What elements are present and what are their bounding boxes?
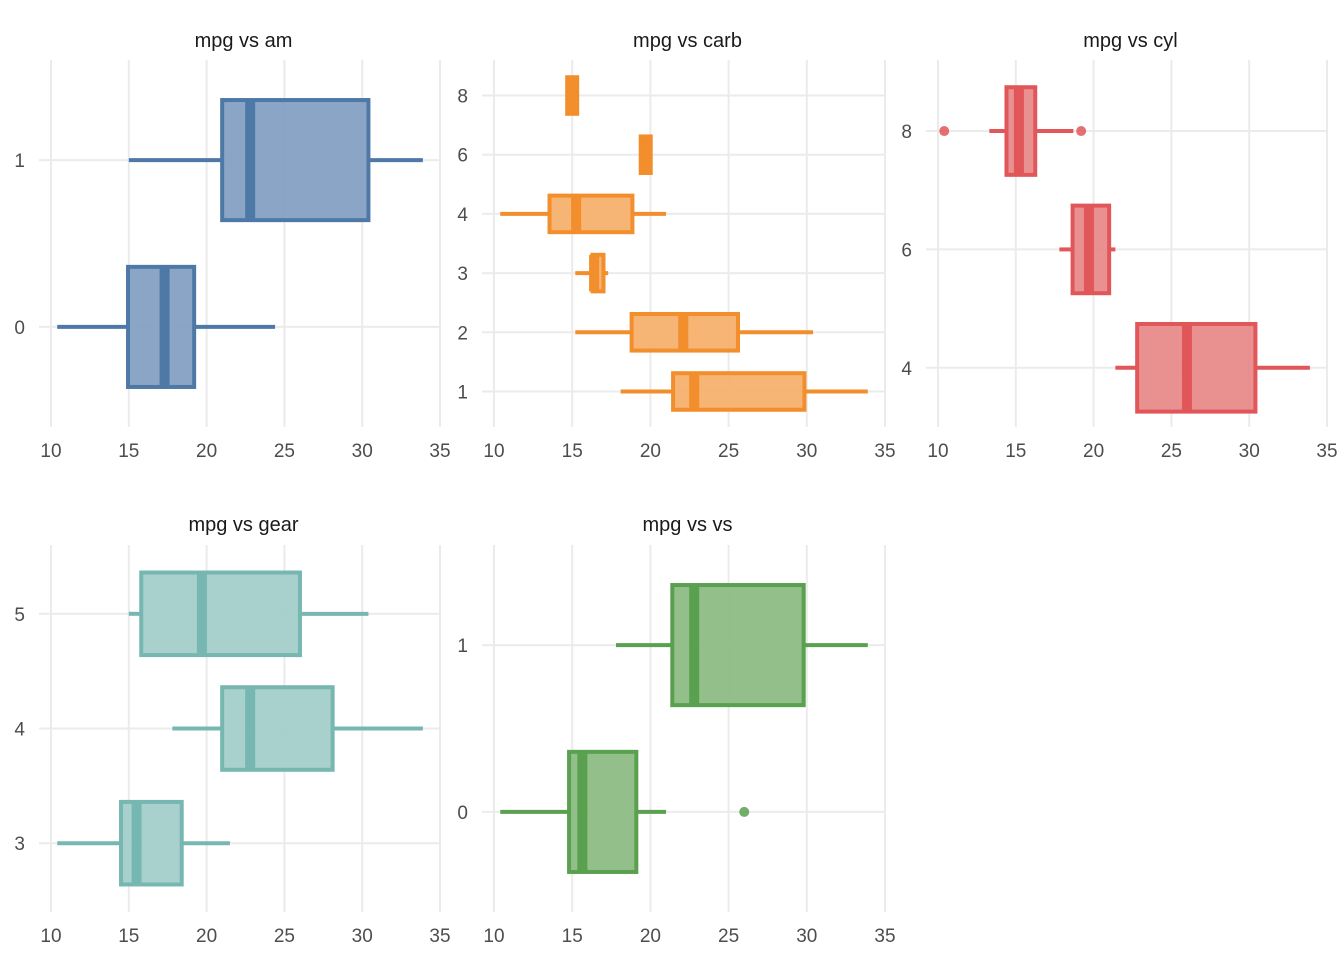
iqr-box (220, 685, 335, 772)
box-1 (620, 371, 868, 412)
x-tick-label: 20 (640, 441, 661, 462)
x-tick-label: 25 (1161, 441, 1182, 462)
x-tick-label: 30 (796, 441, 817, 462)
x-tick-label: 20 (640, 926, 661, 947)
x-tick-label: 20 (196, 441, 217, 462)
y-tick-label: 5 (14, 605, 25, 626)
y-tick-label: 8 (457, 87, 468, 108)
y-tick-label: 1 (14, 151, 25, 172)
box-3 (57, 799, 230, 887)
panel-title: mpg vs vs (642, 514, 732, 536)
panel-mpg-vs-carb: mpg vs carb 10 15 20 25 30 35 1 2 3 4 6 8 (457, 30, 895, 462)
panel-mpg-vs-gear: mpg vs gear 10 15 20 25 30 35 3 4 5 (14, 514, 450, 947)
box-1 (615, 583, 868, 708)
y-tick-label: 3 (457, 264, 468, 285)
x-tick-label: 25 (274, 926, 295, 947)
box-2 (575, 312, 814, 353)
panel-title: mpg vs gear (188, 514, 298, 536)
x-tick-label: 25 (718, 441, 739, 462)
x-tick-label: 35 (429, 441, 450, 462)
x-tick-label: 25 (718, 926, 739, 947)
box-0 (500, 749, 750, 874)
x-tick-label: 15 (1005, 441, 1026, 462)
iqr-box (547, 193, 635, 235)
box-8 (565, 75, 580, 116)
x-tick-label: 30 (352, 441, 373, 462)
box-3 (575, 252, 609, 294)
x-tick-label: 10 (483, 926, 504, 947)
iqr-box (139, 570, 302, 658)
y-tick-label: 4 (901, 359, 912, 380)
panel-title: mpg vs am (195, 30, 293, 52)
y-tick-label: 1 (457, 636, 468, 657)
box-8 (939, 85, 1087, 177)
y-tick-label: 6 (901, 240, 912, 261)
iqr-box (1135, 322, 1258, 414)
x-tick-label: 35 (874, 441, 895, 462)
iqr-box (220, 98, 371, 223)
x-tick-label: 10 (927, 441, 948, 462)
x-tick-label: 20 (1083, 441, 1104, 462)
x-tick-label: 35 (429, 926, 450, 947)
x-tick-label: 15 (118, 441, 139, 462)
y-tick-label: 6 (457, 146, 468, 167)
outlier-point (1076, 126, 1087, 137)
panel-title: mpg vs carb (633, 30, 742, 52)
y-tick-label: 3 (14, 834, 25, 855)
box-4 (1115, 322, 1310, 414)
box-5 (128, 570, 369, 658)
outlier-point (939, 126, 950, 137)
x-tick-label: 30 (1239, 441, 1260, 462)
x-tick-label: 20 (196, 926, 217, 947)
x-tick-label: 10 (40, 926, 61, 947)
x-tick-label: 10 (40, 441, 61, 462)
box-6 (1059, 203, 1116, 296)
outlier-point (739, 806, 750, 817)
x-tick-label: 10 (483, 441, 504, 462)
y-tick-label: 0 (14, 318, 25, 339)
x-tick-label: 15 (562, 441, 583, 462)
x-tick-label: 35 (1316, 441, 1337, 462)
y-tick-label: 4 (457, 205, 468, 226)
panel-mpg-vs-vs: mpg vs vs 10 15 20 25 30 35 0 1 (457, 514, 895, 947)
x-tick-label: 15 (562, 926, 583, 947)
box-0 (57, 264, 276, 389)
panel-mpg-vs-am: mpg vs am 10 15 20 25 30 35 0 1 (14, 30, 450, 462)
x-tick-label: 15 (118, 926, 139, 947)
y-tick-label: 4 (14, 720, 25, 741)
box-1 (128, 98, 423, 223)
iqr-box (119, 799, 184, 887)
box-6 (638, 134, 653, 175)
box-4 (500, 193, 667, 235)
x-tick-label: 30 (352, 926, 373, 947)
y-tick-label: 8 (901, 122, 912, 143)
x-tick-label: 35 (874, 926, 895, 947)
y-tick-label: 1 (457, 382, 468, 403)
x-tick-label: 25 (274, 441, 295, 462)
panel-mpg-vs-cyl: mpg vs cyl 10 15 20 25 30 35 4 6 8 (901, 30, 1337, 462)
box-4 (172, 685, 423, 772)
y-tick-label: 2 (457, 323, 468, 344)
panel-title: mpg vs cyl (1083, 30, 1177, 52)
x-tick-label: 30 (796, 926, 817, 947)
y-tick-label: 0 (457, 803, 468, 824)
